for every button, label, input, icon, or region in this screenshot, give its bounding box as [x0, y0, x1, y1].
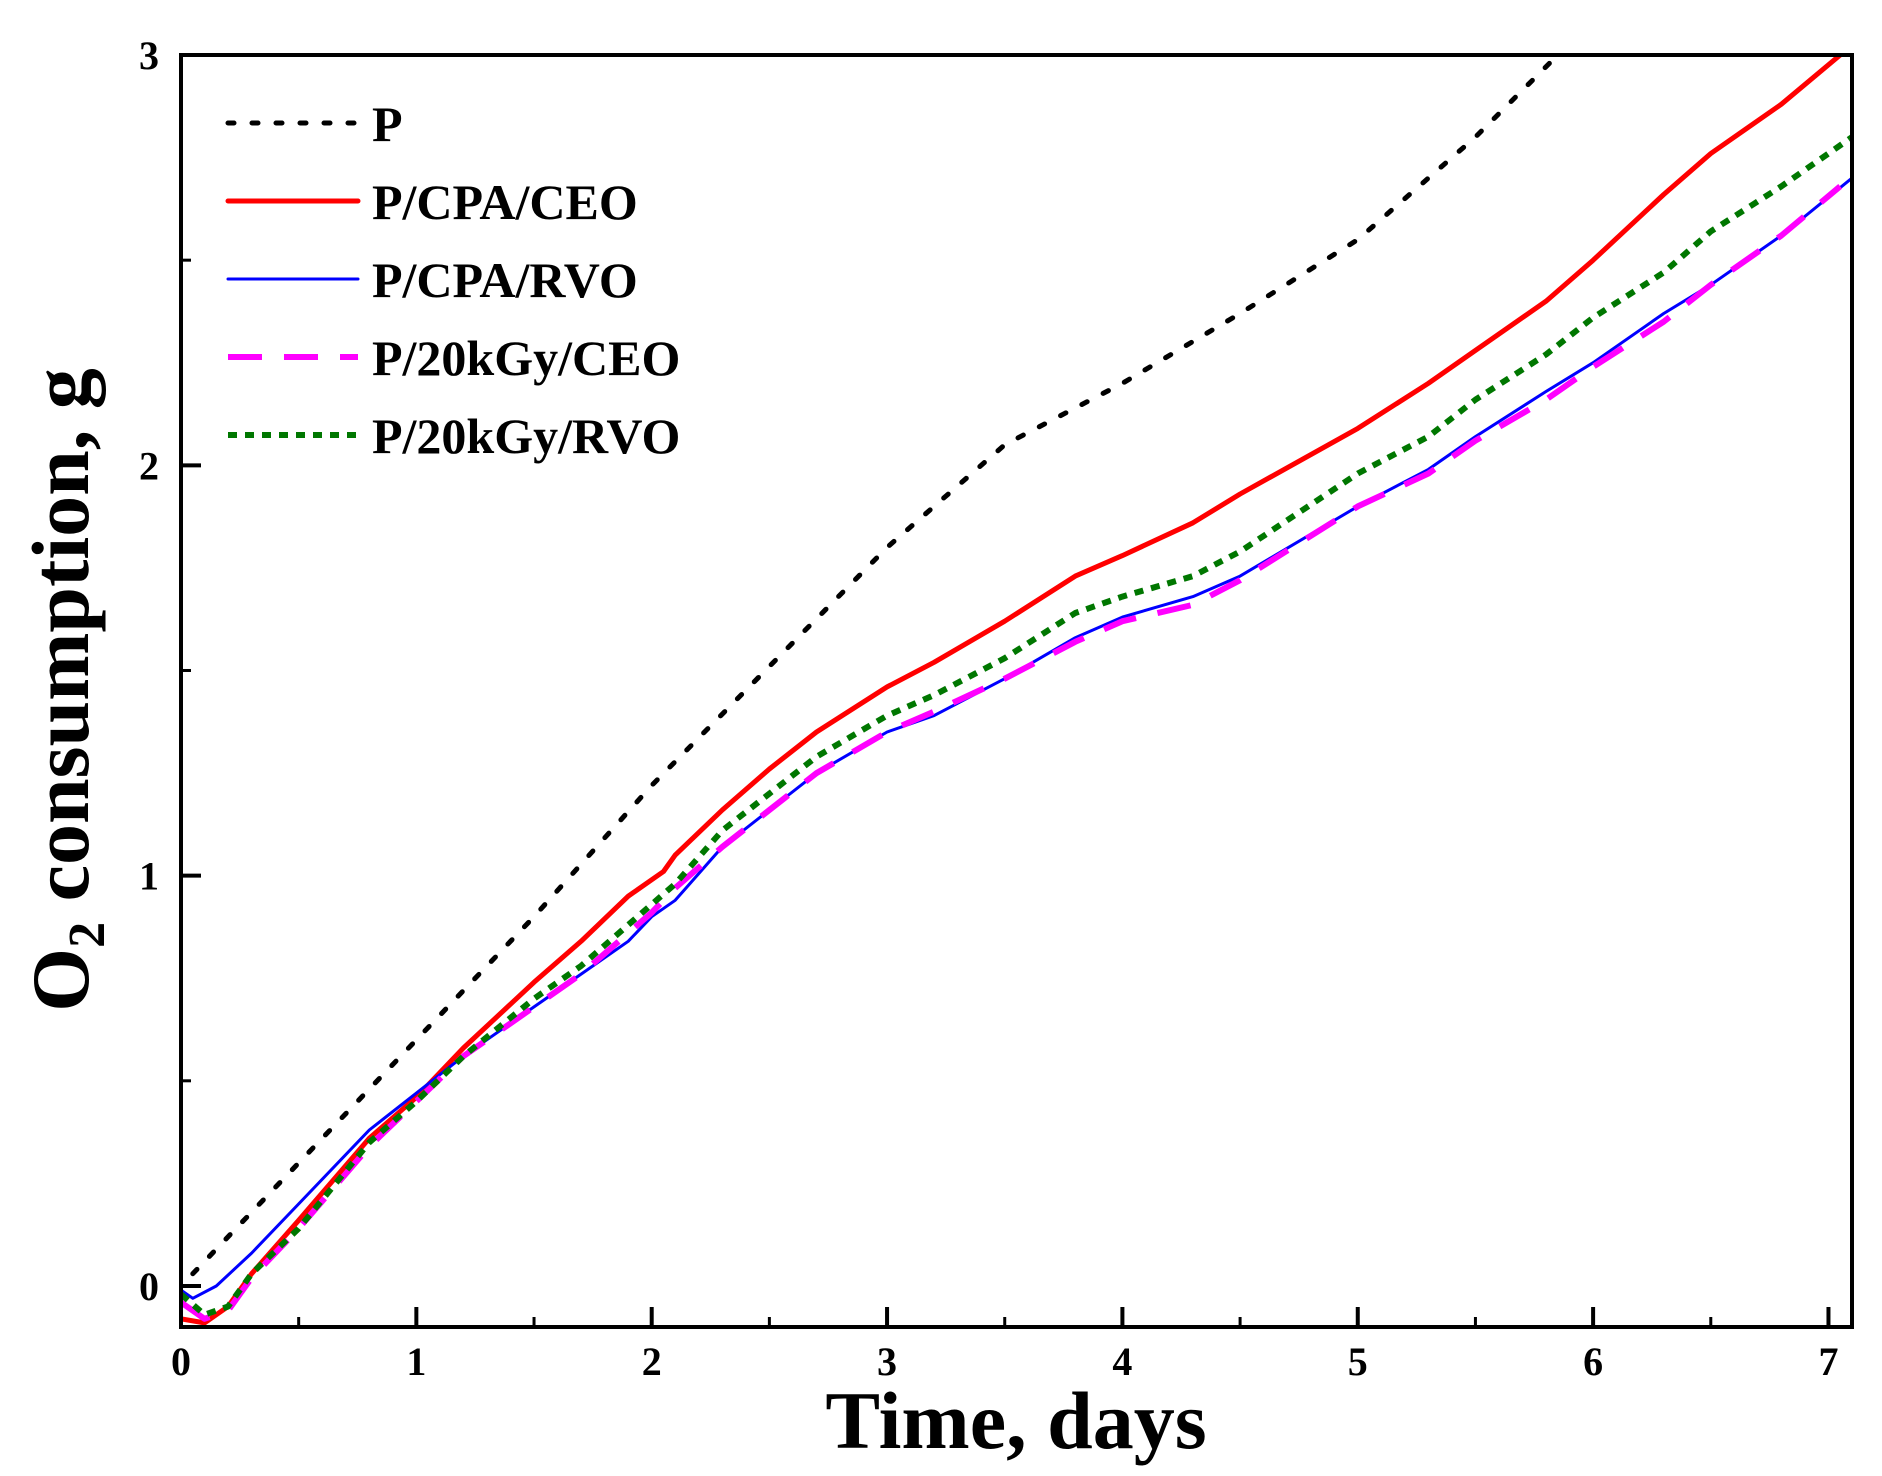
x-tick-label: 0 — [171, 1339, 191, 1384]
ticks-layer: 0 1 2 3 4 5 6 7 0 1 2 3 — [139, 33, 1838, 1384]
plot-frame — [179, 53, 1854, 1329]
legend: P P/CPA/CEO P/CPA/RVO P/20kGy/CEO P/20kGy/RV… — [225, 96, 680, 464]
series-line-p-cpa-rvo — [181, 176, 1852, 1300]
series-line-p-20kgy-ceo — [181, 183, 1843, 1322]
legend-label: P/20kGy/CEO — [372, 330, 680, 386]
x-axis-title: Time, days — [825, 1375, 1206, 1466]
series-line-p-cpa-ceo — [181, 55, 1843, 1326]
series-layer — [181, 55, 1852, 1326]
y-tick-label: 0 — [139, 1264, 159, 1309]
y-axis-title-subscript: 2 — [59, 922, 116, 948]
x-tick-label: 7 — [1818, 1339, 1838, 1384]
legend-label: P/20kGy/RVO — [372, 408, 680, 464]
legend-label: P — [372, 96, 403, 152]
x-tick-label: 2 — [642, 1339, 662, 1384]
legend-label: P/CPA/RVO — [372, 252, 638, 308]
y-axis-title-main: O — [15, 948, 106, 1012]
x-tick-label: 5 — [1348, 1339, 1368, 1384]
y-tick-label: 2 — [139, 443, 159, 488]
x-tick-label: 4 — [1112, 1339, 1132, 1384]
y-axis-title: O2 consumption, g — [15, 368, 116, 1011]
y-tick-label: 1 — [139, 854, 159, 899]
x-tick-label: 1 — [406, 1339, 426, 1384]
y-tick-label: 3 — [139, 33, 159, 78]
y-axis-title-rest: consumption, g — [15, 368, 106, 922]
legend-label: P/CPA/CEO — [372, 174, 638, 230]
series-line-p — [190, 55, 1561, 1277]
x-tick-label: 6 — [1583, 1339, 1603, 1384]
x-tick-label: 3 — [877, 1339, 897, 1384]
series-line-p-20kgy-rvo — [181, 134, 1852, 1318]
